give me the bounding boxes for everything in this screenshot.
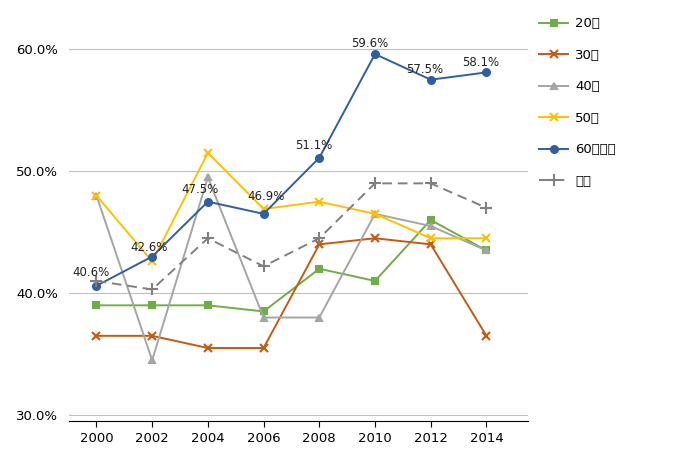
40代 bbox=[482, 248, 490, 253]
60代以上 bbox=[371, 51, 379, 57]
30代 bbox=[93, 333, 101, 339]
平均 bbox=[315, 235, 323, 241]
20代 bbox=[93, 302, 101, 308]
Text: 42.6%: 42.6% bbox=[131, 241, 168, 254]
Line: 40代: 40代 bbox=[93, 174, 490, 364]
Text: 51.1%: 51.1% bbox=[295, 139, 332, 152]
50代 bbox=[204, 150, 212, 156]
50代 bbox=[93, 193, 101, 198]
30代 bbox=[371, 235, 379, 241]
50代 bbox=[482, 235, 490, 241]
50代 bbox=[148, 259, 156, 264]
30代 bbox=[315, 241, 323, 247]
60代以上 bbox=[93, 283, 101, 289]
60代以上 bbox=[427, 77, 435, 82]
60代以上 bbox=[204, 199, 212, 205]
20代 bbox=[315, 266, 323, 271]
平均 bbox=[204, 235, 212, 241]
30代 bbox=[482, 333, 490, 339]
30代 bbox=[204, 345, 212, 351]
30代 bbox=[259, 345, 268, 351]
30代 bbox=[148, 333, 156, 339]
20代 bbox=[371, 278, 379, 284]
40代 bbox=[148, 358, 156, 363]
Text: 47.5%: 47.5% bbox=[181, 183, 218, 196]
60代以上 bbox=[315, 155, 323, 161]
平均 bbox=[371, 181, 379, 186]
Line: 20代: 20代 bbox=[93, 217, 490, 315]
30代 bbox=[427, 241, 435, 247]
50代 bbox=[315, 199, 323, 205]
60代以上 bbox=[259, 211, 268, 217]
Text: 57.5%: 57.5% bbox=[407, 63, 444, 76]
40代 bbox=[259, 314, 268, 320]
平均 bbox=[259, 263, 268, 269]
20代 bbox=[427, 217, 435, 223]
平均 bbox=[427, 181, 435, 186]
40代 bbox=[371, 211, 379, 217]
Line: 30代: 30代 bbox=[93, 234, 490, 352]
60代以上 bbox=[148, 254, 156, 259]
Line: 50代: 50代 bbox=[93, 149, 490, 266]
Line: 平均: 平均 bbox=[91, 178, 492, 295]
Text: 59.6%: 59.6% bbox=[351, 37, 388, 51]
60代以上 bbox=[482, 70, 490, 75]
50代 bbox=[371, 211, 379, 217]
50代 bbox=[427, 235, 435, 241]
20代 bbox=[259, 308, 268, 314]
平均 bbox=[482, 205, 490, 211]
40代 bbox=[204, 175, 212, 180]
Text: 58.1%: 58.1% bbox=[462, 56, 499, 69]
平均 bbox=[93, 278, 101, 284]
Text: 40.6%: 40.6% bbox=[72, 265, 110, 278]
50代 bbox=[259, 206, 268, 212]
Legend: 20代, 30代, 40代, 50代, 60代以上, 平均: 20代, 30代, 40代, 50代, 60代以上, 平均 bbox=[539, 17, 616, 188]
40代 bbox=[93, 193, 101, 198]
20代 bbox=[482, 248, 490, 253]
Line: 60代以上: 60代以上 bbox=[93, 51, 490, 289]
20代 bbox=[148, 302, 156, 308]
40代 bbox=[427, 223, 435, 229]
40代 bbox=[315, 314, 323, 320]
20代 bbox=[204, 302, 212, 308]
平均 bbox=[148, 287, 156, 292]
Text: 46.9%: 46.9% bbox=[248, 190, 285, 203]
